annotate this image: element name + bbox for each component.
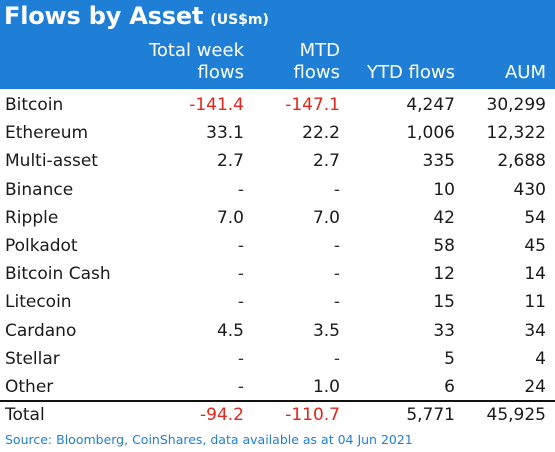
asset-name: Bitcoin [5,95,64,115]
week-flows: 2.7 [216,151,244,172]
table-body: Bitcoin -141.4 -147.1 4,247 30,299 Ether… [0,92,555,402]
table-row: Binance - - 10 430 [0,177,555,205]
aum: 34 [524,320,546,341]
table-row: Multi-asset 2.7 2.7 335 2,688 [0,148,555,176]
table-row: Stellar - - 5 4 [0,346,555,374]
header-mtd-line1: MTD [299,40,340,61]
ytd-flows: 1,006 [406,123,455,144]
week-flows: - [237,376,244,397]
aum: 54 [524,207,546,228]
mtd-flows: - [333,179,340,200]
table-row: Ethereum 33.1 22.2 1,006 12,322 [0,120,555,148]
table-title: Flows by Asset (US$m) [4,2,269,30]
asset-name: Binance [5,179,74,200]
mtd-flows: 2.7 [312,151,340,172]
header-total-week-flows: Total week flows [149,40,244,84]
table-row: Ripple 7.0 7.0 42 54 [0,205,555,233]
mtd-flows: - [333,235,340,256]
week-flows: 33.1 [206,123,244,144]
asset-name: Polkadot [5,235,78,256]
aum: 430 [513,179,546,200]
table-row: Cardano 4.5 3.5 33 34 [0,318,555,346]
mtd-flows: - [333,264,340,285]
table-row: Other - 1.0 6 24 [0,374,555,402]
asset-name: Ripple [5,207,59,228]
aum: 24 [524,376,546,397]
ytd-flows: 4,247 [406,95,455,115]
total-divider [0,400,555,402]
week-flows: - [237,179,244,200]
mtd-flows: -147.1 [285,95,340,115]
total-aum: 45,925 [486,405,546,425]
mtd-flows: 1.0 [312,376,340,397]
total-row: Total -94.2 -110.7 5,771 45,925 [0,402,555,430]
table-header: Flows by Asset (US$m) Total week flows M… [0,0,555,89]
header-mtd-line2: flows [293,62,340,83]
week-flows: - [237,235,244,256]
aum: 45 [524,235,546,256]
asset-name: Multi-asset [5,151,98,172]
week-flows: 4.5 [216,320,244,341]
mtd-flows: - [333,348,340,369]
mtd-flows: - [333,292,340,313]
week-flows: - [237,264,244,285]
ytd-flows: 10 [433,179,455,200]
ytd-flows: 12 [433,264,455,285]
table-row: Litecoin - - 15 11 [0,289,555,317]
asset-name: Bitcoin Cash [5,264,111,285]
total-label: Total [5,405,45,425]
total-ytd-flows: 5,771 [406,405,455,425]
asset-name: Stellar [5,348,60,369]
total-mtd-flows: -110.7 [285,405,340,425]
week-flows: -141.4 [189,95,244,115]
header-total-week-line2: flows [197,62,244,83]
aum: 2,688 [497,151,546,172]
header-mtd-flows: MTD flows [294,40,340,84]
asset-name: Cardano [5,320,77,341]
mtd-flows: 22.2 [302,123,340,144]
aum: 30,299 [486,95,546,115]
week-flows: - [237,292,244,313]
aum: 4 [535,348,546,369]
ytd-flows: 15 [433,292,455,313]
header-total-week-line1: Total week [148,40,244,61]
ytd-flows: 6 [444,376,455,397]
header-ytd-flows: YTD flows [366,62,455,83]
mtd-flows: 3.5 [312,320,340,341]
mtd-flows: 7.0 [312,207,340,228]
ytd-flows: 58 [433,235,455,256]
ytd-flows: 42 [433,207,455,228]
table-row: Polkadot - - 58 45 [0,233,555,261]
total-week-flows: -94.2 [200,405,244,425]
aum: 14 [524,264,546,285]
aum: 11 [524,292,546,313]
header-aum: AUM [504,62,546,83]
week-flows: 7.0 [216,207,244,228]
source-note: Source: Bloomberg, CoinShares, data avai… [5,432,413,447]
ytd-flows: 33 [433,320,455,341]
table-row: Bitcoin -141.4 -147.1 4,247 30,299 [0,92,555,120]
asset-name: Litecoin [5,292,72,313]
ytd-flows: 335 [422,151,455,172]
week-flows: - [237,348,244,369]
ytd-flows: 5 [444,348,455,369]
asset-name: Ethereum [5,123,89,144]
table-row: Bitcoin Cash - - 12 14 [0,261,555,289]
title-unit: (US$m) [210,12,269,28]
asset-name: Other [5,376,54,397]
title-text: Flows by Asset [4,2,204,30]
aum: 12,322 [486,123,546,144]
